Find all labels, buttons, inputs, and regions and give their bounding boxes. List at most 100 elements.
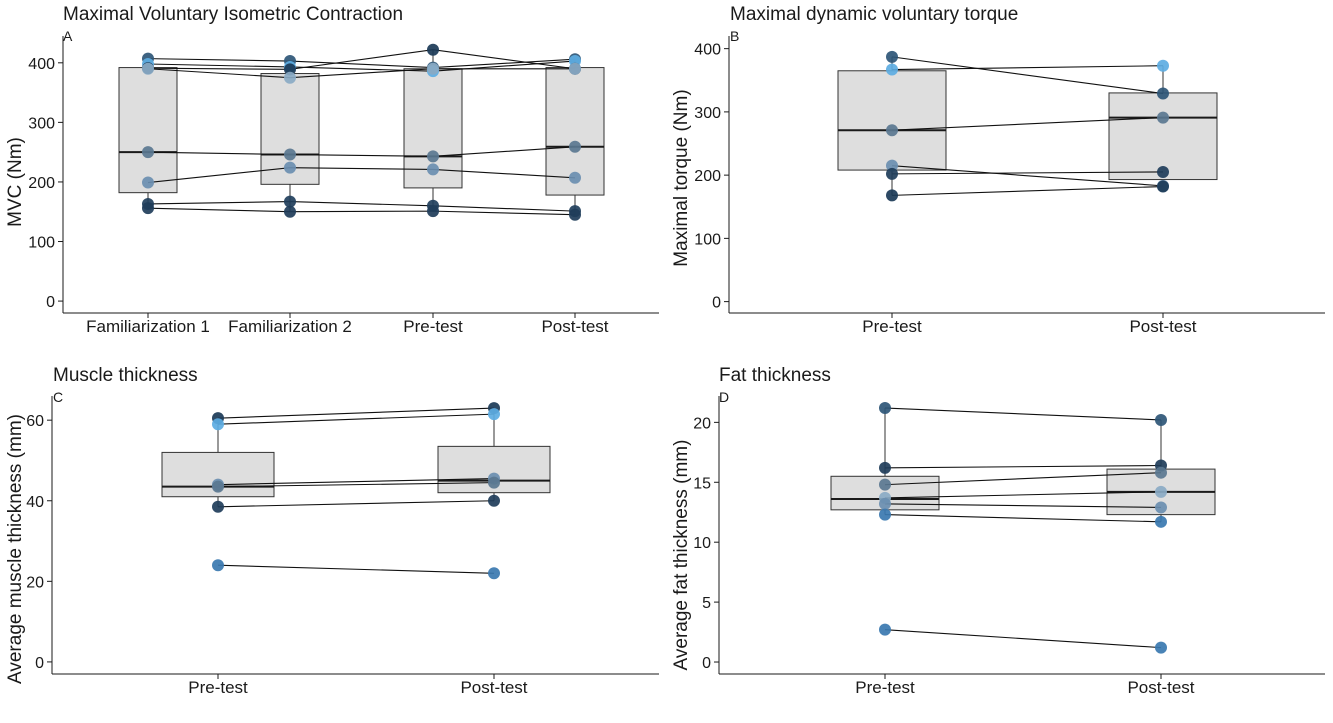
panel-c-subject-point	[488, 494, 500, 507]
panel-a-y-tick-label: 100	[28, 235, 55, 252]
panel-d-y-tick-label: 20	[693, 415, 711, 432]
panel-d-y-tick-label: 5	[702, 595, 711, 612]
panel-d-subject-point	[1155, 413, 1167, 426]
panel-d-subject-line	[884, 407, 1162, 421]
panel-d-subject-point	[1155, 515, 1167, 528]
panel-b-plot-area: 0 100 200 300 400 Pre-test Post-test	[694, 36, 1325, 336]
panel-d-subject-line	[884, 472, 1162, 486]
panel-a: Maximal Voluntary Isometric Contraction …	[5, 4, 659, 336]
panel-a-subject-point	[142, 146, 154, 159]
panel-b-y-tick-label: 0	[712, 295, 721, 312]
panel-b: Maximal dynamic voluntary torque B Maxim…	[671, 4, 1325, 336]
panel-a-subject-point	[427, 163, 439, 176]
panel-b-subject-point	[1157, 180, 1169, 193]
panel-d-y-tick-label: 15	[693, 475, 711, 492]
panel-b-y-axis-label: Maximal torque (Nm)	[671, 89, 692, 266]
panel-d-y-tick-label: 0	[702, 655, 711, 672]
panel-b-subject-point	[886, 159, 898, 172]
panel-a-subject-point	[284, 63, 296, 76]
panel-c-y-tick-label: 0	[35, 655, 44, 672]
panel-d-subject-point	[879, 461, 891, 474]
panel-a-subject-point	[284, 148, 296, 161]
panel-d: Fat thickness D Average fat thickness (m…	[671, 365, 1325, 697]
panel-b-subject-point	[886, 50, 898, 63]
panel-a-subject-line	[147, 167, 576, 184]
panel-b-tag: B	[730, 28, 739, 44]
panel-d-x-tick-label: Post-test	[1127, 678, 1194, 697]
panel-c-subject-line	[217, 478, 495, 486]
panel-a-subject-line	[147, 201, 576, 212]
panel-d-y-axis-label: Average fat thickness (mm)	[671, 440, 692, 671]
panel-d-subject-line	[884, 629, 1162, 649]
panel-c-y-tick-label: 20	[26, 574, 44, 591]
panel-a-y-tick-label: 0	[46, 294, 55, 311]
panel-c-subject-point	[488, 567, 500, 580]
panel-b-box	[1108, 92, 1218, 181]
panel-b-x-tick-label: Pre-test	[862, 317, 922, 336]
panel-c-subject-point	[488, 476, 500, 489]
panel-a-subject-point	[427, 43, 439, 56]
panel-b-y-tick-label: 300	[694, 105, 721, 122]
panel-b-title: Maximal dynamic voluntary torque	[730, 4, 1018, 25]
panel-a-subject-point	[427, 150, 439, 163]
panel-d-subject-point	[1155, 466, 1167, 479]
panel-a-box	[118, 67, 178, 194]
panel-a-subject-point	[569, 62, 581, 75]
panel-c-y-tick-label: 60	[26, 413, 44, 430]
panel-c-title: Muscle thickness	[53, 365, 198, 386]
panel-c-tag: C	[53, 389, 63, 405]
panel-d-subject-point	[1155, 501, 1167, 514]
panel-a-subject-point	[284, 205, 296, 218]
panel-d-title: Fat thickness	[719, 365, 831, 386]
panel-d-subject-point	[1155, 485, 1167, 498]
panel-c-x-tick-label: Pre-test	[188, 678, 248, 697]
panel-a-subject-point	[569, 171, 581, 184]
panel-a-subject-point	[427, 62, 439, 75]
panel-c: Muscle thickness C Average muscle thickn…	[5, 365, 659, 697]
panel-d-subject-point	[879, 623, 891, 636]
panel-b-subject-point	[1157, 165, 1169, 178]
panel-d-subject-line	[884, 514, 1162, 523]
panel-c-subject-line	[217, 564, 495, 574]
panel-b-subject-line	[891, 171, 1164, 175]
panel-b-subject-point	[886, 189, 898, 202]
panel-a-subject-point	[284, 161, 296, 174]
panel-c-subject-point	[212, 500, 224, 513]
panel-d-plot-area: 0 5 10 15 20 Pre-test Post-test	[693, 396, 1325, 697]
panel-a-tag: A	[63, 28, 73, 44]
panel-b-subject-line	[891, 56, 1164, 95]
panel-d-y-tick-label: 10	[693, 535, 711, 552]
panel-a-x-tick-label: Post-test	[541, 317, 608, 336]
panel-d-subject-point	[1155, 641, 1167, 654]
panel-d-subject-point	[879, 401, 891, 414]
panel-d-subject-point	[879, 508, 891, 521]
panel-d-subject-line	[884, 464, 1162, 469]
panel-c-subject-line	[217, 413, 495, 425]
panel-b-x-tick-label: Post-test	[1129, 317, 1196, 336]
panel-a-subject-point	[569, 140, 581, 153]
panel-c-y-axis-label: Average muscle thickness (mm)	[5, 414, 26, 684]
panel-a-y-tick-label: 300	[28, 115, 55, 132]
panel-a-subject-point	[142, 62, 154, 75]
panel-b-y-tick-label: 400	[694, 42, 721, 59]
panel-a-x-tick-label: Pre-test	[403, 317, 463, 336]
panel-a-subject-line	[147, 207, 576, 216]
panel-d-subject-line	[884, 503, 1162, 508]
panel-a-x-tick-label: Familiarization 1	[86, 317, 210, 336]
panel-c-subject-line	[217, 482, 495, 488]
panel-a-subject-line	[147, 68, 575, 79]
panel-a-subject-point	[284, 71, 296, 84]
panel-b-subject-line	[891, 185, 1164, 196]
panel-a-y-tick-label: 200	[28, 175, 55, 192]
panel-a-subject-line	[147, 146, 576, 157]
panel-a-y-tick-label: 400	[28, 56, 55, 73]
panel-b-subject-line	[891, 65, 1164, 71]
panel-c-subject-point	[212, 559, 224, 572]
panel-d-tag: D	[719, 389, 729, 405]
panel-b-subject-point	[886, 167, 898, 180]
panel-d-x-tick-label: Pre-test	[855, 678, 915, 697]
panel-a-plot-area: 0 100 200 300 400 Familiarization 1 Familiariz…	[28, 36, 659, 336]
panel-c-subject-point	[212, 418, 224, 431]
panel-b-subject-point	[1157, 59, 1169, 72]
